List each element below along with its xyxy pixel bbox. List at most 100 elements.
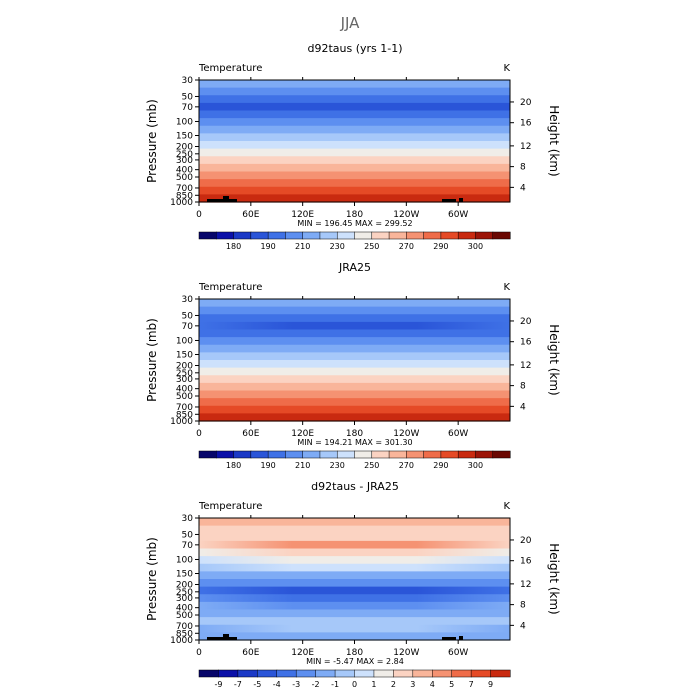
colorbar-tick-label: 5 [449, 680, 454, 689]
colorbar-tick-label: 290 [433, 461, 448, 470]
colorbar-tick-label: 230 [330, 242, 345, 251]
panel-title: d92taus - JRA25 [311, 480, 399, 493]
panel-variable-label: Temperature [198, 501, 262, 512]
contour-band [199, 398, 510, 407]
y-tick-label: 200 [176, 142, 193, 152]
x-tick-label: 180 [346, 429, 363, 439]
terrain-mark [207, 199, 237, 202]
contour-band [199, 344, 510, 353]
right-tick-label: 12 [520, 580, 531, 590]
contour-band [199, 624, 510, 633]
right-tick-label: 8 [520, 382, 526, 392]
colorbar-swatch [354, 669, 375, 678]
right-tick-label: 12 [520, 361, 531, 371]
colorbar-swatch [250, 450, 269, 459]
colorbar-swatch [412, 669, 433, 678]
colorbar-swatch [423, 450, 442, 459]
colorbar-swatch [371, 231, 390, 240]
colorbar-swatch [198, 669, 219, 678]
contour-band [199, 360, 510, 369]
panel-stats: MIN = -5.47 MAX = 2.84 [306, 657, 404, 666]
colorbar-swatch [470, 669, 492, 678]
x-tick-label: 120W [393, 210, 419, 220]
contour-band [199, 390, 510, 399]
y-tick-label: 500 [176, 392, 193, 402]
y-tick-label: 300 [176, 156, 193, 166]
colorbar-swatch [371, 450, 390, 459]
contour-band [199, 548, 510, 557]
terrain-mark [207, 637, 237, 640]
contour-band [199, 405, 510, 414]
colorbar-swatch [302, 450, 321, 459]
contour-band [199, 321, 510, 331]
y-tick-label: 300 [176, 375, 193, 385]
colorbar-swatch [457, 231, 476, 240]
colorbar-tick-label: 7 [469, 680, 474, 689]
panel-units-label: K [503, 63, 510, 74]
colorbar-swatch [406, 231, 425, 240]
colorbar-tick-label: 300 [468, 242, 483, 251]
colorbar-swatch [267, 231, 286, 240]
colorbar-tick-label: -7 [234, 680, 242, 689]
x-tick-label: 60E [242, 210, 259, 220]
x-tick-label: 180 [346, 648, 363, 658]
colorbar-swatch [388, 231, 407, 240]
y-tick-label: 1000 [170, 417, 193, 427]
y-axis-label: Pressure (mb) [145, 537, 159, 621]
y-tick-label: 50 [182, 530, 194, 540]
colorbar-swatch [257, 669, 278, 678]
contour-band [199, 609, 510, 618]
y-tick-label: 500 [176, 173, 193, 183]
colorbar-swatch [295, 669, 317, 678]
colorbar-tick-label: -3 [292, 680, 300, 689]
contour-band [199, 382, 510, 392]
contour-band [199, 141, 510, 150]
colorbar-swatch [218, 669, 239, 678]
terrain-mark [442, 199, 456, 202]
x-tick-label: 180 [346, 210, 363, 220]
y-axis-label-right: Height (km) [547, 105, 561, 176]
y-tick-label: 700 [176, 184, 193, 194]
colorbar-swatch [276, 669, 297, 678]
contour-band [199, 594, 510, 603]
y-tick-label: 400 [176, 166, 193, 176]
x-tick-label: 60W [448, 210, 468, 220]
contour-band [199, 102, 510, 112]
colorbar-tick-label: 250 [364, 461, 379, 470]
y-tick-label: 100 [176, 117, 193, 127]
y-tick-label: 150 [176, 132, 193, 142]
y-tick-label: 100 [176, 336, 193, 346]
y-tick-label: 30 [182, 295, 194, 305]
colorbar-swatch [319, 231, 338, 240]
colorbar-swatch [334, 669, 356, 678]
contour-band [199, 299, 510, 308]
colorbar-tick-label: 3 [410, 680, 415, 689]
x-tick-label: 120E [291, 648, 314, 658]
y-tick-label: 100 [176, 555, 193, 565]
right-tick-label: 20 [520, 98, 532, 108]
y-tick-label: 400 [176, 604, 193, 614]
y-tick-label: 70 [182, 103, 194, 113]
terrain-mark [223, 196, 229, 202]
x-tick-label: 120W [393, 648, 419, 658]
colorbar-swatch [354, 231, 373, 240]
colorbar-tick-label: 270 [399, 461, 414, 470]
y-tick-label: 250 [176, 369, 193, 379]
contour-band [199, 586, 510, 595]
contour-band [199, 186, 510, 195]
colorbar-swatch [432, 669, 453, 678]
x-tick-label: 120E [291, 210, 314, 220]
colorbar-swatch [198, 231, 217, 240]
colorbar-swatch [393, 669, 414, 678]
terrain-mark [223, 634, 229, 640]
contour-band [199, 617, 510, 626]
colorbar-tick-label: 4 [430, 680, 435, 689]
y-axis-label-right: Height (km) [547, 324, 561, 395]
y-axis-label-right: Height (km) [547, 543, 561, 614]
y-tick-label: 700 [176, 622, 193, 632]
colorbar-tick-label: 290 [433, 242, 448, 251]
colorbar-swatch [285, 231, 304, 240]
contour-band [199, 375, 510, 384]
